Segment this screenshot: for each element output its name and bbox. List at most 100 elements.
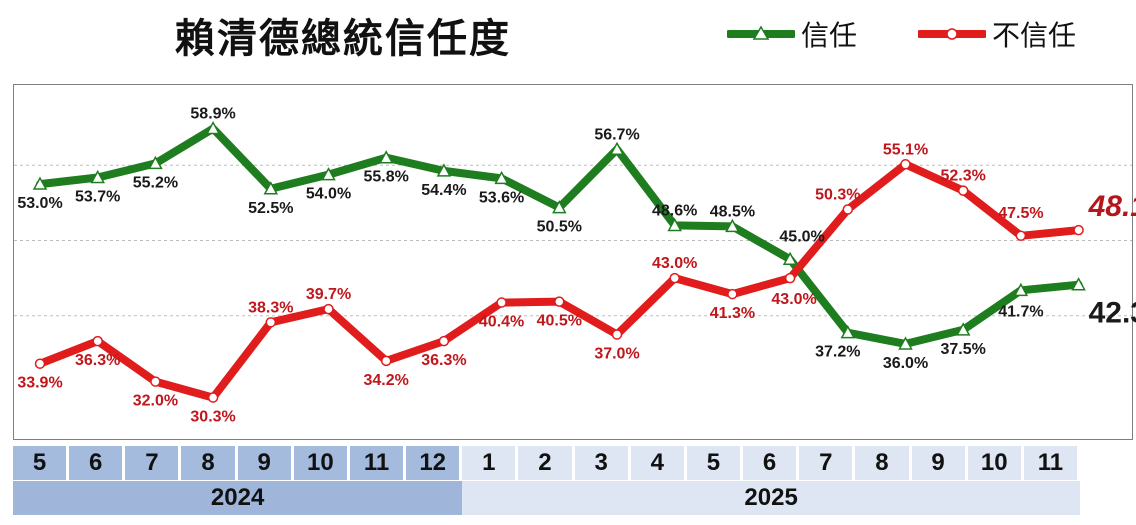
- distrust-point-0: [34, 358, 46, 369]
- distrust-label-18: 48.1%: [1088, 190, 1136, 223]
- month-label-5: 10: [293, 446, 350, 480]
- year-label-2024: 2024: [13, 481, 463, 515]
- trust-point-5: [321, 167, 336, 181]
- distrust-point-3: [207, 392, 219, 403]
- month-label-4: 9: [237, 446, 294, 480]
- month-label-8: 1: [462, 446, 519, 480]
- trust-label-10: 56.7%: [594, 126, 639, 143]
- distrust-label-7: 36.3%: [421, 352, 466, 369]
- distrust-point-18: [1073, 224, 1084, 236]
- distrust-label-1: 36.3%: [75, 352, 120, 369]
- trust-label-16: 37.5%: [941, 341, 986, 358]
- distrust-point-13: [784, 272, 796, 284]
- month-label-6: 11: [349, 446, 407, 480]
- trust-label-17: 41.7%: [998, 303, 1043, 320]
- month-label-15: 8: [855, 446, 912, 480]
- plot-frame: [13, 84, 1133, 440]
- month-label-13: 6: [743, 446, 800, 480]
- distrust-point-10: [611, 329, 623, 340]
- distrust-point-6: [380, 355, 392, 367]
- distrust-label-0: 33.9%: [17, 375, 62, 392]
- distrust-point-16: [957, 185, 969, 196]
- chart-title: 賴清德總統信任度: [175, 16, 511, 62]
- legend-trust-label: 信任: [801, 19, 858, 52]
- distrust-label-6: 34.2%: [364, 372, 409, 389]
- distrust-point-7: [438, 335, 450, 347]
- trust-point-12: [725, 218, 740, 233]
- trust-point-4: [263, 181, 279, 195]
- distrust-point-2: [150, 376, 161, 387]
- distrust-label-2: 32.0%: [133, 393, 178, 410]
- distrust-label-17: 47.5%: [998, 205, 1043, 222]
- distrust-point-12: [727, 288, 738, 300]
- trust-point-1: [90, 169, 105, 184]
- trust-point-17: [1013, 282, 1029, 297]
- distrust-point-15: [900, 159, 911, 170]
- month-label-1: 6: [69, 446, 126, 480]
- trust-point-8: [494, 170, 509, 185]
- distrust-label-5: 39.7%: [306, 286, 351, 303]
- trust-point-7: [436, 163, 452, 177]
- distrust-label-9: 40.5%: [537, 313, 582, 330]
- trust-point-0: [32, 176, 48, 190]
- trust-label-2: 55.2%: [133, 174, 178, 191]
- distrust-label-14: 50.3%: [815, 186, 860, 203]
- year-label-2025: 2025: [462, 481, 1080, 515]
- distrust-point-9: [554, 296, 565, 307]
- line-chart: 53.0% 53.7% 55.2% 58.9% 52.5% 54.0% 55.8% 54.4%…: [14, 106, 1136, 426]
- series-line-0: [36, 124, 1083, 348]
- trust-point-18: [1071, 277, 1086, 291]
- trust-point-9: [552, 200, 567, 214]
- distrust-point-14: [842, 204, 854, 215]
- trust-label-9: 50.5%: [537, 219, 582, 236]
- trust-point-3: [205, 120, 221, 135]
- distrust-label-3: 30.3%: [190, 409, 235, 426]
- trust-label-8: 53.6%: [479, 189, 524, 206]
- trust-label-12: 48.5%: [710, 203, 755, 220]
- distrust-label-15: 55.1%: [883, 141, 928, 158]
- trust-label-11: 48.6%: [652, 202, 697, 219]
- legend-distrust-label: 不信任: [992, 19, 1077, 52]
- trust-point-15: [898, 336, 913, 350]
- month-axis: 5 6 7 8 9 10 11 12 1 2 3 4 5 6 7 8 9 10 11: [13, 446, 1080, 480]
- trust-point-10: [609, 141, 625, 156]
- distrust-label-13: 43.0%: [771, 291, 816, 308]
- trust-point-16: [955, 322, 971, 336]
- distrust-point-17: [1015, 230, 1027, 242]
- month-label-14: 7: [799, 446, 856, 480]
- trust-label-1: 53.7%: [75, 188, 120, 205]
- trust-label-15: 36.0%: [883, 355, 928, 372]
- distrust-point-11: [669, 272, 680, 284]
- distrust-point-4: [265, 317, 277, 328]
- legend-trust: 信任: [727, 14, 857, 54]
- trust-label-7: 54.4%: [421, 182, 466, 199]
- month-label-0: 5: [13, 446, 70, 480]
- month-label-3: 8: [181, 446, 238, 480]
- distrust-point-5: [323, 303, 334, 315]
- trust-label-13: 45.0%: [779, 228, 824, 245]
- trust-label-6: 55.8%: [364, 169, 409, 186]
- trust-point-14: [840, 325, 856, 339]
- trust-label-4: 52.5%: [248, 200, 293, 217]
- distrust-label-16: 52.3%: [941, 168, 986, 185]
- trust-point-13: [782, 251, 798, 266]
- distrust-label-4: 38.3%: [248, 299, 293, 316]
- month-label-7: 12: [406, 446, 463, 480]
- month-label-10: 3: [574, 446, 631, 480]
- legend-trust-marker: [727, 25, 795, 40]
- distrust-label-12: 41.3%: [710, 305, 755, 322]
- trust-label-3: 58.9%: [190, 106, 235, 123]
- legend-distrust-marker: [918, 28, 986, 40]
- distrust-point-1: [92, 335, 103, 347]
- trust-label-0: 53.0%: [17, 195, 62, 212]
- month-label-17: 10: [967, 446, 1024, 480]
- month-label-16: 9: [911, 446, 968, 480]
- distrust-label-10: 37.0%: [594, 346, 639, 363]
- trust-label-5: 54.0%: [306, 186, 351, 203]
- month-label-11: 4: [630, 446, 687, 480]
- legend-distrust: 不信任: [918, 14, 1076, 54]
- trust-point-6: [378, 150, 394, 164]
- month-label-18: 11: [1023, 446, 1080, 480]
- distrust-label-8: 40.4%: [479, 314, 524, 331]
- distrust-label-11: 43.0%: [652, 255, 697, 272]
